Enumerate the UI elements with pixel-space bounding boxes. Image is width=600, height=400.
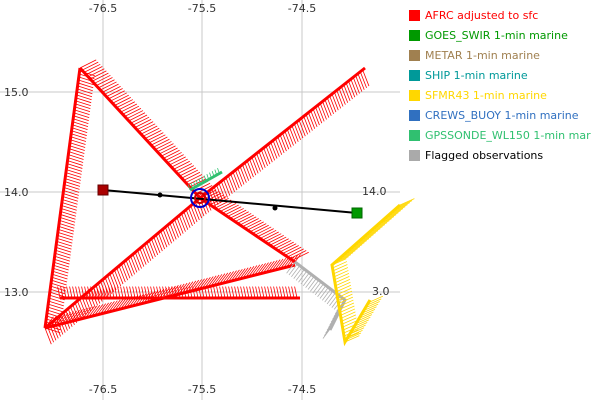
legend-label: CREWS_BUOY 1-min marine [425, 109, 579, 122]
legend-label: SFMR43 1-min marine [425, 89, 547, 102]
end-marker [351, 207, 363, 219]
legend-swatch [409, 10, 420, 21]
plot-area [0, 0, 400, 400]
barb [44, 70, 95, 334]
lat-label: 3.0 [372, 285, 390, 298]
barb [344, 295, 383, 343]
barb [187, 167, 220, 191]
barb [286, 261, 343, 310]
legend-swatch [409, 30, 420, 41]
lon-label: -74.5 [288, 2, 316, 15]
legend-swatch [409, 150, 420, 161]
lat-label: 14.0 [4, 186, 29, 199]
lon-label: -76.5 [89, 383, 117, 396]
legend-label: GOES_SWIR 1-min marine [425, 29, 568, 42]
track-point [157, 192, 163, 198]
barb [57, 286, 298, 299]
legend-label: AFRC adjusted to sfc [425, 9, 538, 22]
lon-label: -75.5 [188, 383, 216, 396]
storm-track [102, 189, 358, 214]
legend-swatch [409, 50, 420, 61]
legend-swatch [409, 110, 420, 121]
center-ring [194, 192, 206, 204]
track-line [43, 67, 82, 329]
lon-label: -76.5 [89, 2, 117, 15]
legend-swatch [409, 90, 420, 101]
center-ring [190, 188, 210, 208]
legend-label: SHIP 1-min marine [425, 69, 528, 82]
barb [334, 198, 415, 264]
barb [79, 59, 215, 197]
legend-swatch [409, 70, 420, 81]
track-point [272, 205, 278, 211]
lat-label: 13.0 [4, 286, 29, 299]
lat-label: 15.0 [4, 86, 29, 99]
barb [44, 254, 301, 329]
legend-label: METAR 1-min marine [425, 49, 540, 62]
barb [331, 258, 360, 340]
legend-label: Flagged observations [425, 149, 543, 162]
start-marker [97, 184, 109, 196]
legend-swatch [409, 130, 420, 141]
lon-label: -75.5 [188, 2, 216, 15]
lat-label: 14.0 [362, 185, 387, 198]
legend-label: GPSSONDE_WL150 1-min mar [425, 129, 591, 142]
lon-label: -74.5 [288, 383, 316, 396]
